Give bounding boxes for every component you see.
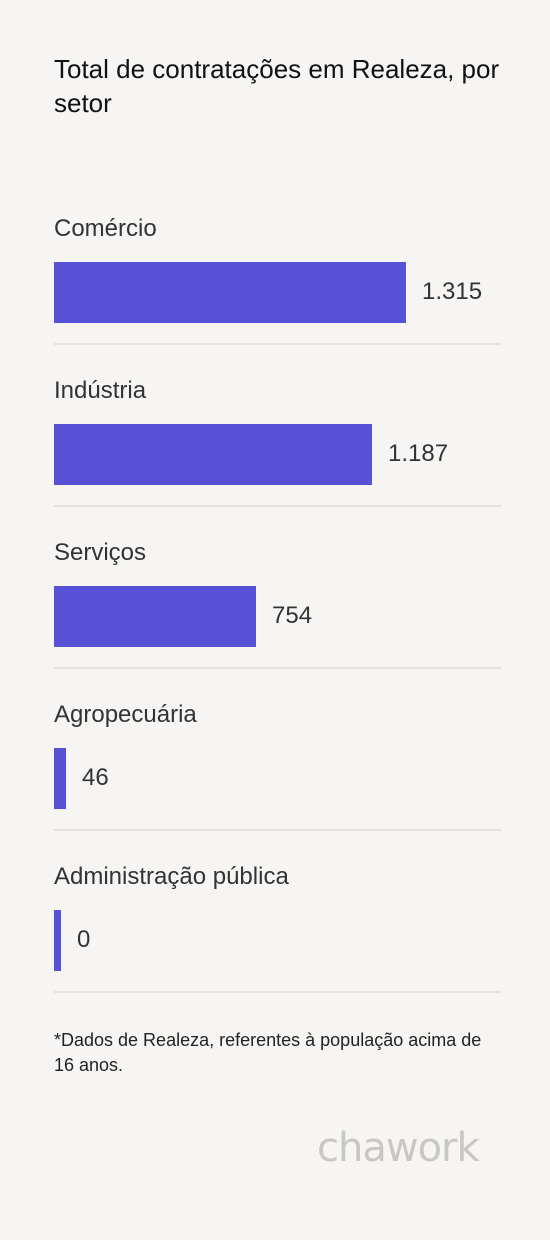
- bar: [54, 910, 61, 971]
- row-divider: [54, 991, 501, 993]
- bar-row: Comércio 1.315: [54, 200, 501, 362]
- bar-row: Indústria 1.187: [54, 362, 501, 524]
- category-label: Serviços: [54, 539, 147, 566]
- row-divider: [54, 829, 501, 831]
- value-label: 46: [82, 764, 109, 791]
- bar: [54, 586, 256, 647]
- category-label: Indústria: [54, 377, 147, 404]
- bar-track: 1.315: [54, 262, 501, 323]
- row-divider: [54, 667, 501, 669]
- chart-title: Total de contratações em Realeza, por se…: [54, 54, 500, 118]
- value-label: 1.315: [422, 278, 483, 305]
- bar: [54, 748, 66, 809]
- category-label: Comércio: [54, 215, 157, 242]
- footnote: *Dados de Realeza, referentes à populaçã…: [54, 1030, 482, 1075]
- category-label: Administração pública: [54, 863, 289, 890]
- bar-chart: Comércio 1.315 Indústria 1.187 Serviços 754 Ag…: [54, 200, 501, 1010]
- bar: [54, 262, 406, 323]
- category-label: Agropecuária: [54, 701, 197, 728]
- bar-track: 46: [54, 748, 501, 809]
- bar-track: 1.187: [54, 424, 501, 485]
- row-divider: [54, 343, 501, 345]
- value-label: 0: [77, 926, 91, 953]
- chawork-logo: chawork: [317, 1125, 480, 1171]
- bar-row: Administração pública 0: [54, 848, 501, 1010]
- value-label: 754: [272, 602, 313, 629]
- bar-track: 754: [54, 586, 501, 647]
- bar-track: 0: [54, 910, 501, 971]
- row-divider: [54, 505, 501, 507]
- value-label: 1.187: [388, 440, 449, 467]
- bar-row: Serviços 754: [54, 524, 501, 686]
- bar-row: Agropecuária 46: [54, 686, 501, 848]
- bar: [54, 424, 372, 485]
